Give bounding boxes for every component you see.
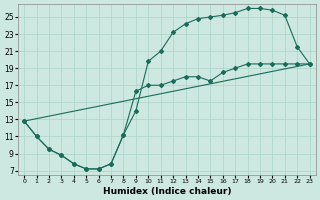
X-axis label: Humidex (Indice chaleur): Humidex (Indice chaleur): [103, 187, 231, 196]
